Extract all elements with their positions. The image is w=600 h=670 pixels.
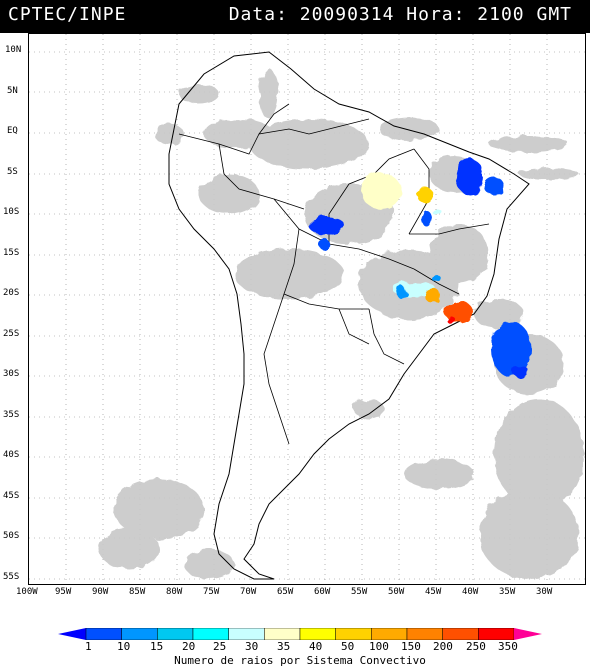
lon-label: 45W xyxy=(425,587,442,597)
legend-tick: 15 xyxy=(150,640,164,653)
lat-label: 35S xyxy=(3,410,20,420)
legend-tick: 350 xyxy=(498,640,518,653)
legend-cell xyxy=(406,628,443,640)
legend-tick: 1 xyxy=(85,640,92,653)
legend-tick: 35 xyxy=(277,640,291,653)
lon-label: 80W xyxy=(166,587,183,597)
lon-label: 90W xyxy=(92,587,109,597)
lon-label: 75W xyxy=(203,587,220,597)
lat-label: 5N xyxy=(7,86,18,96)
lat-label: 5S xyxy=(7,167,18,177)
map-canvas xyxy=(29,34,585,584)
legend-tick: 100 xyxy=(369,640,389,653)
legend-tick: 10 xyxy=(117,640,131,653)
map-frame xyxy=(28,33,586,585)
south-america-coastline xyxy=(168,51,530,580)
color-legend-bar xyxy=(58,628,542,640)
legend-cell xyxy=(371,628,408,640)
lat-label: 15S xyxy=(3,248,20,258)
legend-cell xyxy=(228,628,265,640)
lon-label: 95W xyxy=(55,587,72,597)
legend-tick: 200 xyxy=(433,640,453,653)
lat-label: 10S xyxy=(3,207,20,217)
lightning-clusters xyxy=(309,158,531,378)
lon-label: 50W xyxy=(388,587,405,597)
legend-cell xyxy=(58,628,86,640)
legend-cell xyxy=(514,628,542,640)
legend-tick: 150 xyxy=(401,640,421,653)
legend-cell xyxy=(192,628,229,640)
legend-cell xyxy=(85,628,122,640)
lon-label: 85W xyxy=(129,587,146,597)
lat-label: 40S xyxy=(3,450,20,460)
lon-label: 35W xyxy=(499,587,516,597)
lon-label: 30W xyxy=(536,587,553,597)
legend-cell xyxy=(335,628,372,640)
lat-label: 55S xyxy=(3,572,20,582)
legend-tick: 20 xyxy=(182,640,196,653)
national-borders xyxy=(178,103,490,445)
legend-cell xyxy=(442,628,479,640)
lat-label: 20S xyxy=(3,288,20,298)
lat-label: 45S xyxy=(3,491,20,501)
lon-label: 40W xyxy=(462,587,479,597)
legend-tick: 50 xyxy=(341,640,355,653)
legend-cell xyxy=(478,628,515,640)
legend-cell xyxy=(157,628,194,640)
lon-label: 100W xyxy=(16,587,38,597)
lat-label: 25S xyxy=(3,329,20,339)
legend-cell xyxy=(121,628,158,640)
lat-label: 30S xyxy=(3,369,20,379)
datetime-label: Data: 20090314 Hora: 2100 GMT xyxy=(228,4,572,25)
lon-label: 60W xyxy=(314,587,331,597)
legend-tick: 40 xyxy=(309,640,323,653)
organization-label: CPTEC/INPE xyxy=(8,4,127,25)
lon-label: 65W xyxy=(277,587,294,597)
cloud-cover xyxy=(99,69,584,579)
lat-label: 50S xyxy=(3,531,20,541)
legend-cell xyxy=(264,628,301,640)
legend-title: Numero de raios por Sistema Convectivo xyxy=(174,654,426,667)
legend-tick: 25 xyxy=(213,640,227,653)
color-legend-labels: 1 10 15 20 25 30 35 40 50 100 150 200 25… xyxy=(0,640,600,654)
lat-label: 10N xyxy=(5,45,22,55)
legend-cell xyxy=(299,628,336,640)
legend-tick: 30 xyxy=(245,640,259,653)
axis-labels: 10N 5N EQ 5S 10S 15S 20S 25S 30S 35S 40S… xyxy=(3,45,553,597)
lon-label: 55W xyxy=(351,587,368,597)
legend-tick: 250 xyxy=(466,640,486,653)
lon-label: 70W xyxy=(240,587,257,597)
map-header: CPTEC/INPE Data: 20090314 Hora: 2100 GMT xyxy=(0,0,590,33)
lat-label: EQ xyxy=(7,126,18,136)
